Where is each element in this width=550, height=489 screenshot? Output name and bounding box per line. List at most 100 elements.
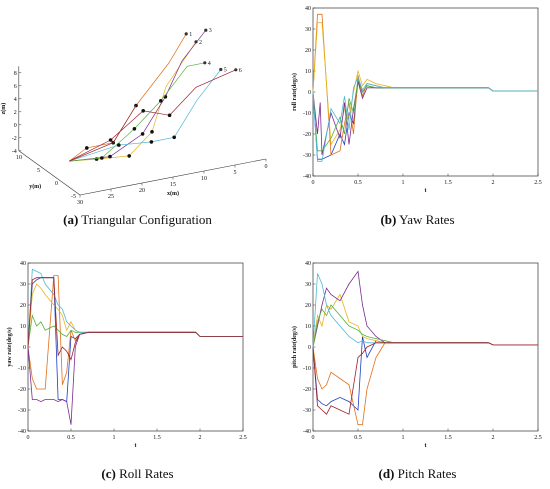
caption-a-letter: (a) [63,212,79,227]
x-tick-label: 2.5 [239,435,247,441]
y-tick-label: 40 [20,261,26,267]
plot-frame [312,7,539,177]
y-tick-label: -20 [303,132,311,138]
marker-end [234,68,238,72]
y-tick-label: 0 [23,345,26,351]
z-tick-label: 4 [14,97,17,103]
caption-a: (a) Triangular Configuration [0,212,275,228]
y-axis-label: pitch rate(deg/s) [291,326,298,368]
trajectory-3 [69,29,207,162]
caption-c: (c) Roll Rates [0,466,275,482]
caption-d: (d) Pitch Rates [285,466,550,482]
y-tick-label: 10 [16,155,22,161]
y-tick-label: -10 [303,366,311,372]
marker-end [204,28,208,32]
marker-label: 3 [209,28,212,34]
panel-a: 30 25 20 15 10 5 0 -5 0 5 10 8 6 4 2 0 -2 -4 x(m) y(m) z(m) 1… [0,0,275,206]
x-tick-label: 10 [201,176,207,182]
trajectory-point [127,154,131,158]
caption-a-text: Triangular Configuration [78,212,212,227]
caption-c-text: Roll Rates [115,466,174,481]
x-tick-label: 0.5 [354,180,362,186]
x-tick-label: 0.5 [354,435,362,441]
y-axis-label: roll rate(deg/s) [291,73,298,111]
marker-label: 6 [239,68,242,74]
trajectory-point [150,130,154,134]
y-tick-label: -30 [303,408,311,414]
y-tick-label: 5 [37,168,40,174]
x-tick-label: 20 [139,188,145,194]
y-tick-label: 20 [305,48,311,54]
y-tick-label: -20 [18,387,26,393]
plot-frame [27,262,244,432]
x-tick-label: 1.5 [444,180,452,186]
x-axis-label: t [425,188,427,194]
y-tick-label: 30 [305,282,311,288]
y-tick-label: 20 [20,303,26,309]
x-tick-label: 0.5 [67,435,75,441]
marker-label: 1 [189,32,192,38]
trajectory-point [117,143,121,147]
panel-d: 40 30 20 10 0 -10 -20 -30 -40 0 0.5 1 1.5 2 2.5 t pitch … [285,255,550,460]
x-axis-label: t [425,443,427,449]
x-tick-label: 1 [402,435,405,441]
x-tick-label: 30 [77,200,83,205]
y-tick-label: -40 [303,429,311,435]
caption-c-letter: (c) [101,466,116,481]
chart-3d-trajectories: 302520151050-5051086420-2-4x(m)y(m)z(m)1… [0,28,268,206]
trajectory-point [149,140,154,144]
z-axis-label: z(m) [0,103,7,115]
x-tick-label: 0 [27,435,30,441]
x-tick-label: 1.5 [153,435,161,441]
z-tick-label: -2 [12,136,17,142]
z-tick-label: 8 [14,71,17,77]
x-tick-label: 2.5 [534,180,542,186]
caption-b-letter: (b) [380,212,397,227]
trajectory-4 [69,62,205,162]
x-axis-label: t [135,443,137,449]
x-tick-label: 15 [170,182,176,188]
y-tick-label: 10 [305,324,311,330]
trajectory-point [159,99,163,103]
x-tick-label: 5 [234,170,237,176]
y-tick-label: 30 [305,27,311,33]
marker-end [203,61,207,65]
trajectory-6 [69,69,236,162]
y-tick-label: 0 [55,181,58,187]
y-tick-label: -10 [18,366,26,372]
panel-b: 40 30 20 10 0 -10 -20 -30 -40 0 0.5 1 1.5 2 2.5 t roll r… [285,0,550,205]
x-tick-label: 1 [402,180,405,186]
marker-end [184,32,188,36]
trajectory-5 [69,69,222,162]
y-tick-label: -30 [303,153,311,159]
x-tick-label: 0 [312,180,315,186]
trajectory-point [172,135,176,140]
y-tick-label: 40 [305,6,311,12]
y-tick-label: 0 [308,345,311,351]
z-tick-label: -4 [12,149,17,155]
caption-d-text: Pitch Rates [394,466,457,481]
x-tick-label: 2.5 [534,435,542,441]
panel-c: 40 30 20 10 0 -10 -20 -30 -40 0 0.5 1 1.5 2 2.5 t yaw ra… [0,255,275,460]
series-line-7 [312,342,538,415]
z-tick-label: 0 [14,123,17,129]
caption-d-letter: (d) [378,466,395,481]
x-tick-label: 1 [113,435,116,441]
y-tick-label: 10 [20,324,26,330]
z-tick-label: 2 [14,110,17,116]
x-tick-label: 1.5 [444,435,452,441]
y-tick-label: 20 [305,303,311,309]
marker-label: 2 [199,40,202,46]
y-tick-label: -10 [303,111,311,117]
trajectory-point [108,138,113,142]
x-tick-label: 2 [492,180,495,186]
trajectory-2 [69,41,197,162]
trajectory-point [132,127,137,131]
z-tick-label: 6 [14,84,17,90]
marker-end [194,40,198,44]
x-tick-label: 25 [108,194,114,200]
y-tick-label: 0 [308,90,311,96]
